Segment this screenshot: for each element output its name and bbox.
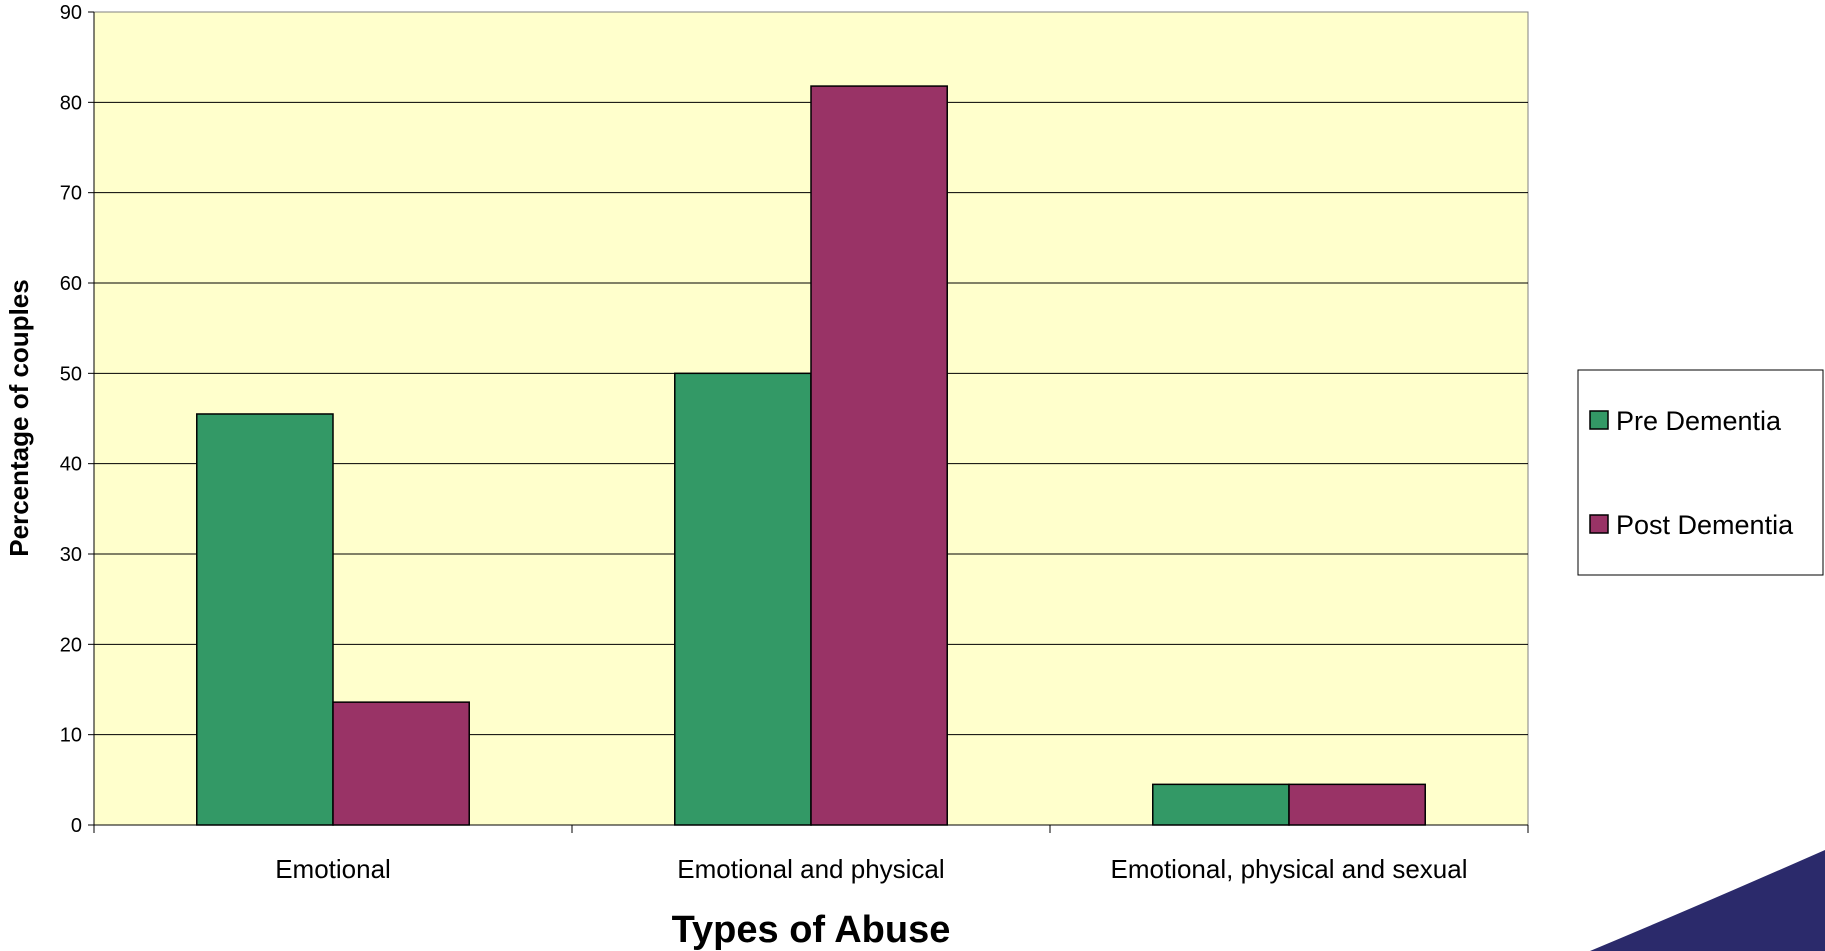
y-axis-title: Percentage of couples	[4, 279, 34, 556]
y-tick-label: 90	[60, 2, 82, 24]
legend-swatch-post-dementia	[1589, 514, 1609, 534]
bar-pre-dementia	[674, 372, 812, 826]
y-tick-label: 0	[71, 815, 82, 837]
y-tick-label: 70	[60, 183, 82, 205]
bar-post-dementia	[810, 85, 948, 826]
bar-pre-dementia	[1152, 783, 1290, 826]
legend-label-post-dementia: Post Dementia	[1616, 510, 1794, 540]
category-labels: Emotional Emotional and physical Emotional…	[275, 854, 1467, 884]
y-tick-labels: 0 10 20 30 40 50 60 70 80 90	[60, 2, 82, 837]
legend-label-pre-dementia: Pre Dementia	[1616, 406, 1782, 436]
category-label: Emotional	[275, 854, 391, 884]
legend-box	[1577, 369, 1824, 576]
category-label: Emotional and physical	[677, 854, 944, 884]
y-tick-label: 30	[60, 544, 82, 566]
x-axis-title: Types of Abuse	[672, 909, 951, 951]
bar-post-dementia	[1288, 783, 1426, 826]
bars	[196, 85, 1426, 826]
y-tick-label: 20	[60, 634, 82, 656]
y-tick-label: 80	[60, 92, 82, 114]
legend: Pre Dementia Post Dementia	[1577, 369, 1824, 576]
legend-swatch-pre-dementia	[1589, 410, 1609, 430]
category-label: Emotional, physical and sexual	[1111, 854, 1468, 884]
y-tick-label: 40	[60, 454, 82, 476]
bar-post-dementia	[332, 701, 470, 826]
corner-swoosh-decoration	[1590, 850, 1825, 951]
y-tick-label: 60	[60, 273, 82, 295]
y-tick-label: 10	[60, 725, 82, 747]
y-tick-label: 50	[60, 363, 82, 385]
axes	[93, 12, 1529, 833]
bar-pre-dementia	[196, 413, 334, 826]
